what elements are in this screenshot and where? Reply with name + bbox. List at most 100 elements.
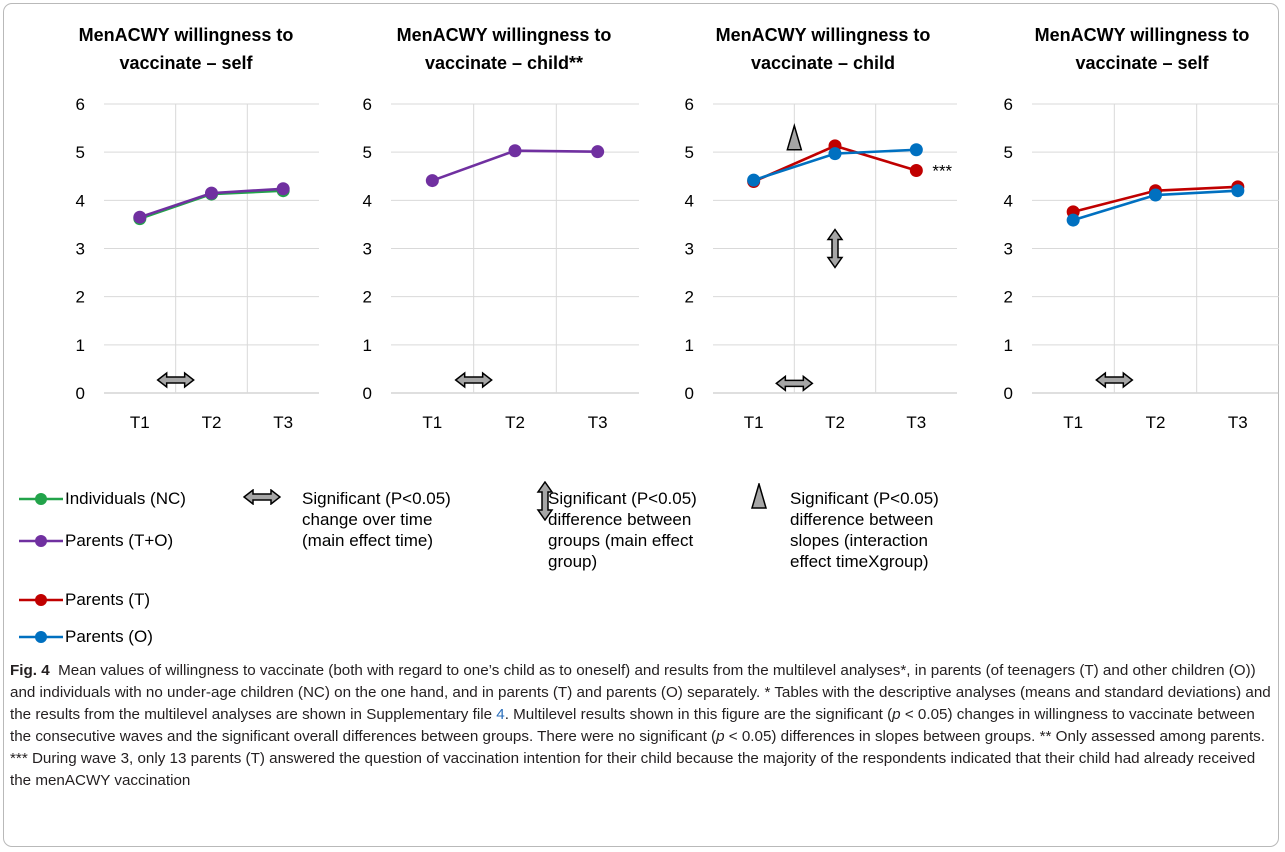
legend-label: Parents (T+O): [65, 531, 174, 550]
chart-title: MenACWY willingness to: [79, 25, 294, 45]
legend-symbol-group-text: Significant (P<0.05) difference between …: [548, 488, 697, 572]
double-horizontal-arrow-icon: [454, 371, 493, 389]
legend-text-line: (main effect time): [302, 531, 434, 550]
chart-4: MenACWY willingness to vaccinate – self 0 1…: [1004, 25, 1279, 432]
series-parents-o-point: [828, 147, 842, 161]
chart-1: MenACWY willingness to vaccinate – self 0 1…: [76, 25, 319, 432]
series-parents-o-point: [909, 143, 923, 157]
y-tick-label: 6: [1004, 95, 1013, 114]
legend-swatch-marker: [35, 535, 47, 547]
legend-text-line: Significant (P<0.05): [548, 489, 697, 508]
legend-item-parents-o: Parents (O): [17, 627, 153, 647]
supplementary-file-link[interactable]: 4: [496, 706, 505, 723]
figure-caption: Fig. 4 Mean values of willingness to vac…: [10, 660, 1272, 792]
legend-item-individuals-nc: Individuals (NC): [17, 489, 186, 509]
legend-label: Individuals (NC): [65, 489, 186, 508]
chart-title: MenACWY willingness to: [397, 25, 612, 45]
caption-text: < 0.05) differences in slopes between gr…: [10, 728, 1265, 789]
chart-title: vaccinate – self: [1075, 53, 1209, 73]
series-parents-t-o-point: [276, 182, 290, 196]
y-tick-label: 1: [76, 336, 85, 355]
legend-text-line: difference between: [548, 510, 692, 529]
double-horizontal-arrow-icon: [156, 371, 195, 389]
y-tick-label: 4: [685, 191, 694, 210]
x-tick-label: T3: [906, 413, 926, 432]
y-tick-label: 2: [363, 288, 372, 307]
legend-text-line: groups (main effect: [548, 531, 694, 550]
caption-text: Mean values of willingness to vaccinate …: [10, 662, 1271, 723]
legend-label: Parents (T): [65, 590, 151, 609]
x-tick-label: T1: [422, 413, 442, 432]
x-tick-label: T2: [202, 413, 222, 432]
y-tick-label: 4: [76, 191, 85, 210]
legend-text-line: Significant (P<0.05): [302, 489, 451, 508]
legend-text-line: group): [548, 552, 598, 571]
y-tick-label: 0: [76, 384, 85, 403]
x-tick-label: T3: [1228, 413, 1248, 432]
legend-item-parents-t: Parents (T): [17, 590, 150, 610]
legend-text-line: slopes (interaction: [790, 531, 928, 550]
y-tick-label: 0: [1004, 384, 1013, 403]
series-parents-o-point: [1231, 184, 1245, 198]
y-tick-label: 2: [1004, 288, 1013, 307]
y-tick-label: 3: [685, 240, 694, 259]
x-tick-label: T1: [1063, 413, 1083, 432]
series-parents-t-o-point: [508, 144, 522, 158]
legend-swatch-marker: [35, 631, 47, 643]
chart-title: MenACWY willingness to: [716, 25, 931, 45]
figure-label: Fig. 4: [10, 662, 50, 679]
series-parents-t-point: [909, 163, 923, 177]
x-tick-label: T1: [744, 413, 764, 432]
y-tick-label: 1: [363, 336, 372, 355]
y-tick-label: 1: [685, 336, 694, 355]
y-tick-label: 6: [363, 95, 372, 114]
p-symbol: p: [716, 728, 725, 745]
y-tick-label: 5: [685, 143, 694, 162]
legend-text-line: change over time: [302, 510, 433, 529]
legend-symbol-interaction-text: Significant (P<0.05) difference between …: [790, 488, 939, 572]
series-parents-t-o-point: [133, 210, 147, 224]
x-tick-label: T3: [273, 413, 293, 432]
y-tick-label: 5: [76, 143, 85, 162]
y-tick-label: 6: [76, 95, 85, 114]
chart-3: MenACWY willingness to vaccinate – child 0…: [685, 25, 957, 432]
series-parents-t-o-point: [425, 174, 439, 188]
y-tick-label: 1: [1004, 336, 1013, 355]
series-parents-o-point: [747, 173, 761, 187]
series-parents-t-o-point: [591, 145, 605, 159]
y-tick-label: 0: [685, 384, 694, 403]
y-tick-label: 0: [363, 384, 372, 403]
x-tick-label: T2: [1146, 413, 1166, 432]
y-tick-label: 6: [685, 95, 694, 114]
double-horizontal-arrow-icon: [243, 489, 281, 505]
y-tick-label: 2: [685, 288, 694, 307]
legend-line-marker: [19, 493, 63, 505]
caption-text: < 0.05) changes in willingness to vaccin…: [10, 706, 1255, 745]
point-annotation: ***: [932, 161, 952, 180]
y-tick-label: 3: [76, 240, 85, 259]
legend-item-parents-to: Parents (T+O): [17, 531, 173, 551]
chart-title: vaccinate – self: [119, 53, 253, 73]
triangle-icon: [751, 483, 767, 509]
legend-swatch-marker: [35, 594, 47, 606]
chart-title: MenACWY willingness to: [1035, 25, 1250, 45]
legend-line-marker: [19, 594, 63, 606]
series-parents-o-point: [1066, 213, 1080, 227]
series-parents-o-point: [1149, 188, 1162, 202]
triangle-icon: [786, 123, 803, 151]
y-tick-label: 3: [1004, 240, 1013, 259]
y-tick-label: 4: [363, 191, 372, 210]
double-vertical-arrow-icon: [826, 228, 844, 269]
charts-area: MenACWY willingness to vaccinate – self 0 1…: [76, 25, 1279, 432]
series-parents-t-o-point: [205, 186, 218, 200]
chart-2: MenACWY willingness to vaccinate – child*…: [363, 25, 639, 432]
y-tick-label: 3: [363, 240, 372, 259]
legend-text-line: effect timeXgroup): [790, 552, 929, 571]
chart-title: vaccinate – child**: [425, 53, 583, 73]
chart-title: vaccinate – child: [751, 53, 895, 73]
double-horizontal-arrow-icon: [775, 374, 814, 392]
double-vertical-arrow-icon: [536, 481, 554, 521]
y-tick-label: 2: [76, 288, 85, 307]
y-tick-label: 5: [363, 143, 372, 162]
x-tick-label: T2: [505, 413, 525, 432]
